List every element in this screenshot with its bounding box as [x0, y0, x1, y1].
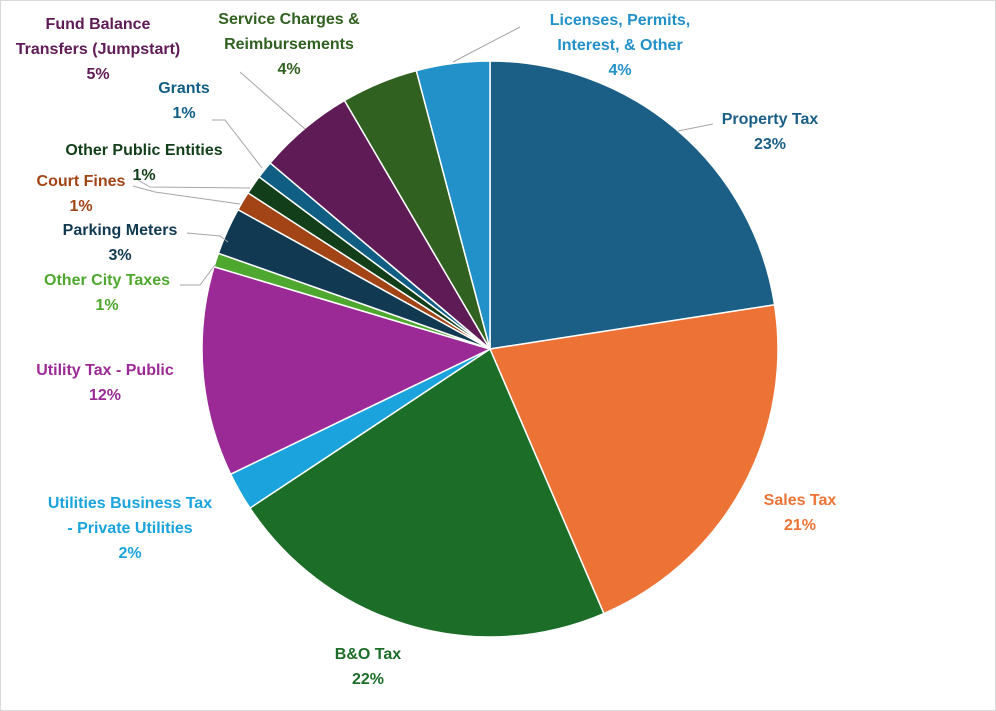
slice-percent-3: 2% — [118, 545, 141, 562]
slice-percent-0: 23% — [754, 136, 786, 153]
pie-slice-1 — [488, 303, 779, 615]
slice-label-7: Court Fines — [37, 173, 126, 190]
slice-percent-12: 4% — [608, 62, 631, 79]
slice-percent-8: 1% — [132, 167, 155, 184]
slice-label-6: Parking Meters — [63, 222, 178, 239]
leader-line-6 — [186, 232, 229, 243]
slice-percent-6: 3% — [108, 247, 131, 264]
slice-label-9: Grants — [158, 80, 210, 97]
slice-label-11: Service Charges & — [218, 11, 360, 28]
slice-percent-7: 1% — [69, 198, 92, 215]
pie-slices — [201, 60, 779, 638]
slice-label-2: B&O Tax — [335, 646, 401, 663]
slice-percent-9: 1% — [172, 105, 195, 122]
slice-label-10: Fund Balance — [46, 16, 151, 33]
leader-line-9 — [212, 119, 263, 169]
pie-slice-4 — [201, 265, 493, 476]
slice-label-3: Utilities Business Tax — [48, 495, 212, 512]
pie-slice-0 — [489, 60, 776, 350]
pie-slice-12 — [415, 60, 491, 350]
leader-lines — [132, 26, 714, 286]
pie-slice-2 — [248, 347, 605, 638]
leader-line-12 — [452, 26, 521, 63]
leader-line-11 — [239, 71, 306, 130]
slice-label-11: Reimbursements — [224, 36, 354, 53]
slice-label-12: Interest, & Other — [557, 37, 682, 54]
slice-percent-4: 12% — [89, 387, 121, 404]
slice-label-8: Other Public Entities — [65, 142, 222, 159]
slice-label-3: - Private Utilities — [67, 520, 192, 537]
slice-label-12: Licenses, Permits, — [550, 12, 691, 29]
leader-line-0 — [677, 123, 714, 132]
leader-line-7 — [132, 185, 241, 205]
slice-percent-10: 5% — [86, 66, 109, 83]
slice-percent-5: 1% — [95, 297, 118, 314]
slice-percent-11: 4% — [277, 61, 300, 78]
slice-label-10: Transfers (Jumpstart) — [16, 41, 181, 58]
slice-label-5: Other City Taxes — [44, 272, 170, 289]
leader-line-8 — [137, 179, 251, 189]
leader-line-5 — [180, 264, 216, 286]
slice-label-0: Property Tax — [722, 111, 819, 128]
slice-percent-1: 21% — [784, 517, 816, 534]
slice-percent-2: 22% — [352, 671, 384, 688]
slice-label-1: Sales Tax — [764, 492, 837, 509]
slice-labels: Property Tax 23% Sales Tax 21% B&O Tax 22% Uti… — [16, 11, 837, 688]
slice-label-4: Utility Tax - Public — [36, 362, 174, 379]
